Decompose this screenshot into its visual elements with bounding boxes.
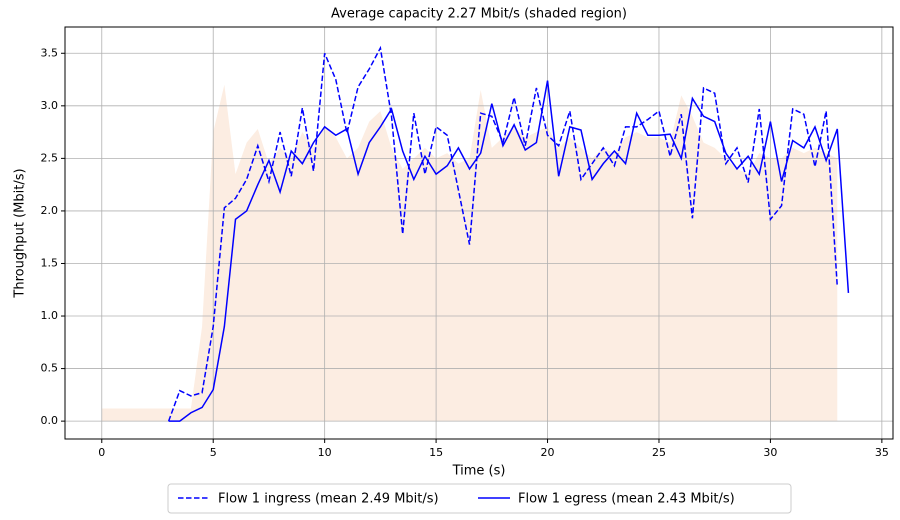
legend-label: Flow 1 egress (mean 2.43 Mbit/s) xyxy=(518,492,735,507)
x-tick-label: 30 xyxy=(763,446,777,459)
x-tick-label: 15 xyxy=(429,446,443,459)
chart-title: Average capacity 2.27 Mbit/s (shaded reg… xyxy=(331,7,627,22)
y-tick-label: 0.5 xyxy=(41,362,59,375)
y-tick-label: 2.0 xyxy=(41,204,59,217)
y-tick-label: 3.0 xyxy=(41,99,59,112)
x-tick-label: 25 xyxy=(652,446,666,459)
legend-label: Flow 1 ingress (mean 2.49 Mbit/s) xyxy=(218,492,439,507)
x-tick-label: 10 xyxy=(318,446,332,459)
y-tick-label: 1.0 xyxy=(41,309,59,322)
legend: Flow 1 ingress (mean 2.49 Mbit/s) Flow 1 … xyxy=(167,483,792,514)
x-tick-label: 35 xyxy=(875,446,889,459)
y-tick-label: 2.5 xyxy=(41,151,59,164)
y-tick-label: 1.5 xyxy=(41,256,59,269)
x-tick-label: 0 xyxy=(98,446,105,459)
y-tick-label: 0.0 xyxy=(41,414,59,427)
series-line xyxy=(168,80,850,422)
plot-frame xyxy=(64,26,894,440)
x-tick-label: 5 xyxy=(210,446,217,459)
y-axis-label: Throughput (Mbit/s) xyxy=(13,168,28,298)
x-axis-label: Time (s) xyxy=(452,464,506,479)
y-tick-label: 3.5 xyxy=(41,46,59,59)
capacity-area xyxy=(101,84,838,422)
x-tick-label: 20 xyxy=(541,446,555,459)
series-line xyxy=(167,45,839,422)
